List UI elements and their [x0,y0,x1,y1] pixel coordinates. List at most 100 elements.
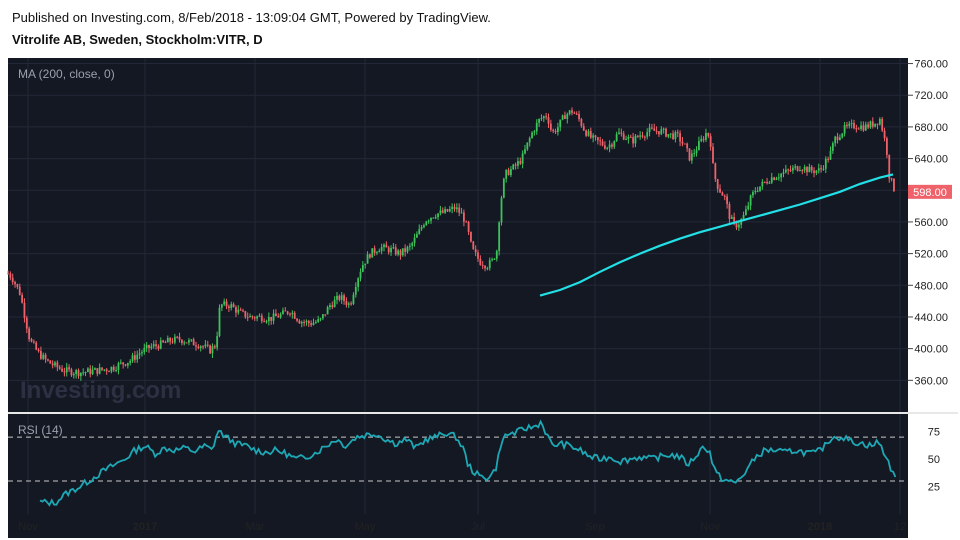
candle-body [251,316,254,318]
candle-body [533,131,536,133]
candle-body [519,161,522,164]
candle-body [63,371,66,373]
candle-body [385,244,388,248]
candle-body [474,249,477,253]
candle-body [599,140,602,142]
candle-body [810,166,813,171]
candle-body [554,130,557,133]
rsi-axis-label: 50 [928,454,940,466]
candle-body [636,135,639,137]
candle-body [806,167,808,173]
candle-body [406,246,409,252]
price-axis-label: 720.00 [914,90,948,102]
time-axis-label: Jul [471,521,485,533]
candle-body [307,321,310,324]
candle-body [784,169,787,173]
candle-body [425,221,428,226]
candle-body [862,125,865,131]
candle-body [754,191,757,193]
candle-body [387,247,390,253]
chart-symbol-title: Vitrolife AB, Sweden, Stockholm:VITR, D [12,32,263,47]
candle-body [91,369,94,375]
candle-body [815,170,818,173]
candle-body [472,241,475,250]
price-axis-label: 360.00 [914,375,948,387]
candle-body [126,362,129,366]
candle-body [589,131,592,138]
candle-body [35,342,38,350]
candle-body [620,132,623,134]
candle-body [488,260,491,269]
candle-body [155,344,157,347]
candle-body [319,318,322,320]
candle-body [813,170,815,173]
candle-body [742,215,745,220]
candle-body [411,243,414,246]
candle-body [737,224,740,228]
candle-body [244,311,247,318]
time-axis-label: Nov [700,521,720,533]
candle-body [514,164,517,166]
candle-body [799,170,801,172]
candle-body [56,362,59,368]
price-pane[interactable] [8,58,908,412]
candle-body [458,207,461,213]
candle-body [580,119,583,127]
candle-body [178,336,181,340]
candle-body [801,170,804,172]
candle-body [890,178,893,180]
candle-body [716,179,719,189]
candle-body [235,307,237,313]
candle-body [230,304,233,309]
candle-body [272,313,275,321]
candle-body [354,286,357,295]
candle-body [766,181,768,184]
candle-body [479,258,482,265]
candle-body [547,117,550,124]
candle-body [470,231,472,242]
candle-body [803,167,806,171]
candle-body [305,321,308,323]
candle-body [399,250,402,256]
candle-body [300,322,303,324]
candle-body [439,210,442,214]
candle-body [310,323,313,325]
candle-body [213,346,216,348]
candle-body [629,136,632,138]
candle-body [808,166,811,173]
candle-body [655,130,658,132]
candle-body [853,122,855,129]
candle-body [397,250,399,255]
time-axis-band [8,514,908,538]
candle-body [32,341,35,343]
candle-body [164,342,167,344]
candle-body [827,158,830,160]
candle-body [176,336,179,338]
candle-body [378,250,381,253]
candle-body [105,369,108,372]
candle-body [573,112,576,114]
candle-body [260,315,263,322]
rsi-pane[interactable] [8,414,908,514]
candle-body [89,368,92,375]
candle-body [526,142,529,150]
candle-body [352,294,355,304]
time-axis-label: May [355,521,376,533]
candle-body [329,305,331,308]
candle-body [709,136,712,147]
candle-body [477,252,479,259]
candle-body [68,367,70,370]
time-axis-label: 2017 [133,521,157,533]
time-axis: Nov 2017 Mar May Jul Sep Nov 2018 12 [18,521,906,533]
candle-body [129,360,132,363]
candle-body [448,209,451,212]
time-axis-label: 2018 [808,521,832,533]
candle-body [7,273,9,275]
candle-body [829,150,832,160]
candle-body [87,368,89,373]
candle-body [340,295,343,300]
price-axis: 760.00720.00680.00640.00600.00560.00520.… [908,59,948,387]
candle-body [643,136,646,138]
candle-body [463,212,465,222]
